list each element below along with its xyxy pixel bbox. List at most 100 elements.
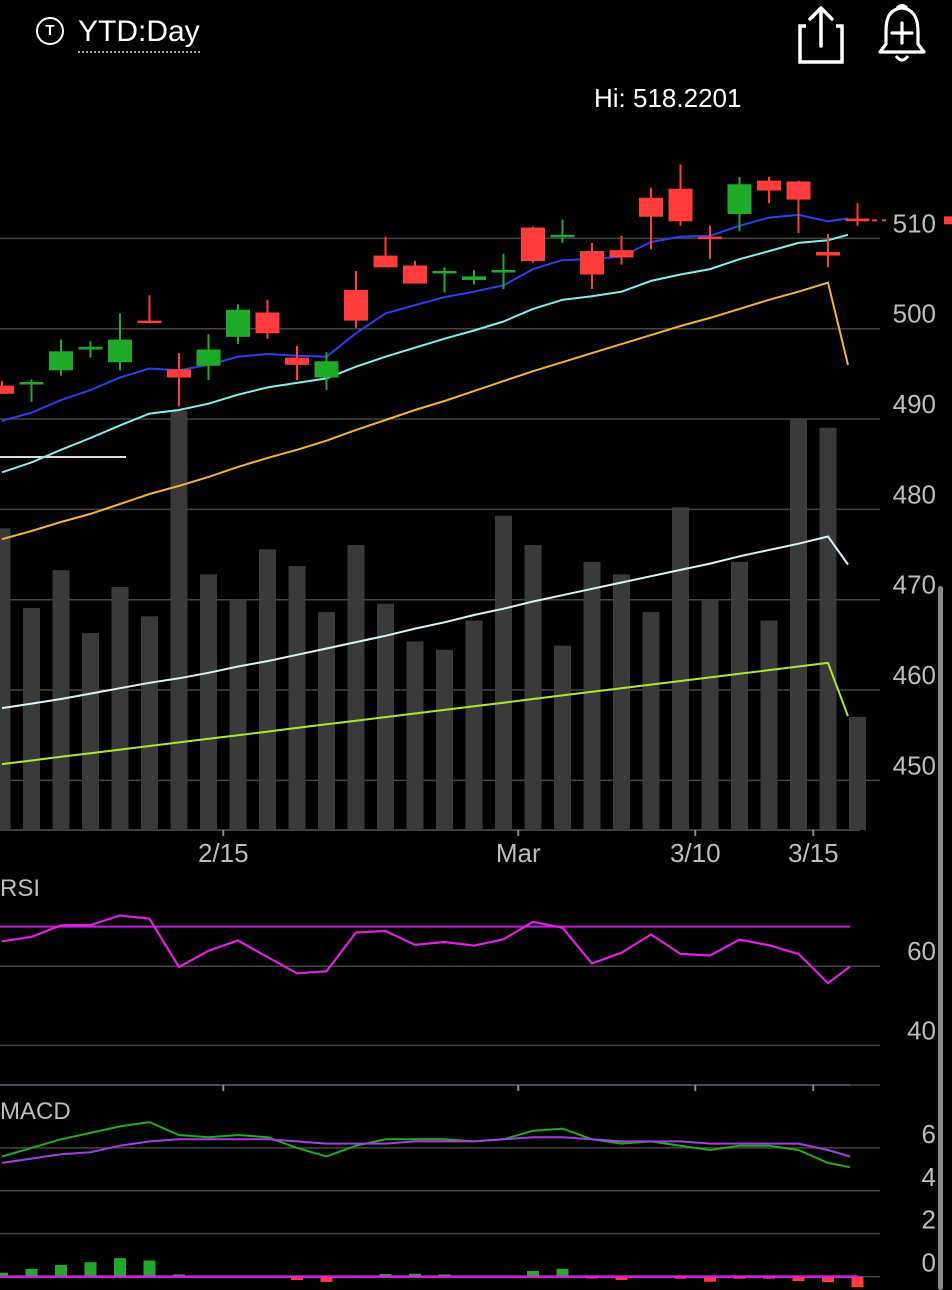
volume-bar xyxy=(0,528,11,830)
candle-body xyxy=(727,184,752,215)
macd-histogram-bar xyxy=(527,1270,539,1277)
candle-body xyxy=(432,270,457,274)
rsi-title: RSI xyxy=(0,875,40,902)
volume-bar xyxy=(819,427,837,830)
macd-histogram-bar xyxy=(792,1276,805,1282)
macd-histogram-bar xyxy=(320,1276,333,1282)
candle-body xyxy=(373,255,398,268)
last-price-marker xyxy=(944,216,952,225)
rsi-panel: 60 40 xyxy=(0,914,936,1091)
macd-histogram-bar xyxy=(409,1273,421,1277)
macd-histogram-bar xyxy=(114,1258,126,1277)
candle-body xyxy=(816,251,840,256)
volume-bar xyxy=(790,419,807,830)
candle-body xyxy=(786,181,811,200)
moving-average-lines xyxy=(1,213,849,766)
volume-bar xyxy=(141,616,158,830)
candle-body xyxy=(0,385,14,394)
price-tick-label: 480 xyxy=(893,479,936,509)
price-tick-label: 490 xyxy=(893,389,936,419)
security-type-icon: T xyxy=(36,17,64,45)
moving-average-line xyxy=(1,213,849,422)
macd-histogram-bar xyxy=(379,1273,392,1277)
candle-body xyxy=(226,309,250,337)
date-tick-label: 3/10 xyxy=(670,838,721,868)
volume-bar xyxy=(200,574,217,830)
moving-average-line xyxy=(1,661,849,766)
candle-body xyxy=(668,188,693,222)
macd-histogram-bar xyxy=(55,1264,67,1277)
volume-bar xyxy=(849,716,866,830)
volume-bar xyxy=(259,549,276,830)
chart-header: T YTD:Day xyxy=(0,0,952,70)
candle-body xyxy=(314,361,339,378)
volume-bar xyxy=(82,633,99,830)
volume-bar xyxy=(760,620,778,830)
macd-histogram-bar xyxy=(704,1276,716,1282)
volume-bar xyxy=(288,566,306,830)
candle-body xyxy=(137,320,162,324)
volume-bar xyxy=(642,612,660,830)
volume-bar xyxy=(613,574,630,830)
add-alert-icon[interactable] xyxy=(874,2,930,66)
price-tick-label: 470 xyxy=(893,570,936,600)
candle-body xyxy=(285,357,309,365)
candle-body xyxy=(845,218,870,222)
macd-signal-line xyxy=(1,1136,851,1164)
macd-histogram-bar xyxy=(143,1260,156,1277)
price-tick-label: 510 xyxy=(893,208,936,238)
price-tick-label: 460 xyxy=(893,660,936,690)
period-selector[interactable]: YTD:Day xyxy=(78,14,200,53)
macd-histogram-bar xyxy=(822,1276,834,1283)
macd-histogram-bar xyxy=(556,1268,569,1277)
macd-signal-line xyxy=(1,1121,851,1169)
macd-tick-label: 4 xyxy=(922,1162,936,1192)
candle-body xyxy=(403,265,427,284)
volume-bar xyxy=(583,561,601,830)
candle-body xyxy=(639,197,663,217)
moving-average-line xyxy=(1,281,849,541)
share-icon[interactable] xyxy=(796,4,848,66)
macd-histogram-bar xyxy=(0,1272,8,1277)
candle-body xyxy=(609,250,634,258)
volume-bar xyxy=(554,645,571,830)
volume-bar xyxy=(318,612,335,830)
candle-body xyxy=(757,180,781,191)
date-tick-label: 3/15 xyxy=(788,838,839,868)
macd-histogram-bar xyxy=(851,1276,864,1288)
candle-body xyxy=(255,312,280,334)
candle-body xyxy=(108,339,132,363)
volume-bar xyxy=(229,599,247,830)
moving-average-line xyxy=(1,233,849,474)
volume-bar xyxy=(347,545,365,830)
candle-body xyxy=(462,276,486,280)
volume-bar xyxy=(23,607,40,830)
candle-body xyxy=(196,349,221,366)
candle-body xyxy=(491,270,516,273)
macd-tick-label: 2 xyxy=(922,1205,936,1235)
volume-bars xyxy=(0,411,866,830)
price-axis-labels: 510 500 490 480 470 460 450 xyxy=(893,208,936,780)
candle-body xyxy=(521,227,545,261)
candle-body xyxy=(19,382,44,385)
volume-bar xyxy=(406,641,424,830)
volume-bar xyxy=(524,545,542,830)
macd-histogram-bar xyxy=(291,1276,303,1280)
macd-tick-label: 0 xyxy=(922,1248,936,1278)
macd-tick-label: 6 xyxy=(922,1119,936,1149)
macd-histogram-bar xyxy=(615,1276,628,1280)
macd-title: MACD xyxy=(0,1098,71,1125)
moving-average-line xyxy=(1,535,849,710)
scrollbar[interactable] xyxy=(938,586,943,1290)
rsi-line xyxy=(1,914,851,985)
candle-body xyxy=(550,234,575,238)
volume-bar xyxy=(52,570,70,830)
date-tick-label: 2/15 xyxy=(198,838,249,868)
volume-bar xyxy=(170,411,188,830)
candle-body xyxy=(580,251,604,275)
candle-body xyxy=(49,351,73,371)
candlesticks xyxy=(0,164,952,407)
volume-bar xyxy=(731,561,748,830)
volume-bar xyxy=(672,507,689,830)
